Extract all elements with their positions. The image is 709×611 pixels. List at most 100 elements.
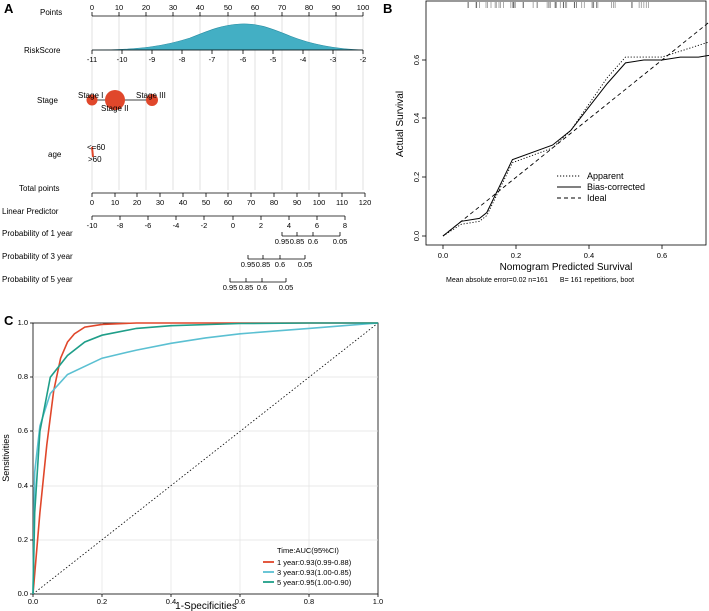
- stage-3-point: [146, 94, 158, 106]
- stage-1-point: [86, 94, 98, 106]
- roc-x-title: 1-Specificities: [175, 601, 237, 611]
- points-tick: 0: [90, 3, 94, 12]
- riskscore-tick: -6: [240, 55, 247, 64]
- calibration-panel: B 0.0 0.2 0.4 0.6 Actual Survival: [383, 0, 709, 284]
- calib-y-tick: 0.4: [412, 113, 421, 123]
- stage-2-point: [105, 90, 125, 110]
- points-tick: 40: [196, 3, 204, 12]
- riskscore-tick: -10: [117, 55, 128, 64]
- p3-tick: 0.85: [256, 260, 271, 269]
- riskscore-tick: -5: [270, 55, 277, 64]
- prob-1-year-axis: 0.95 0.85 0.6 0.05: [275, 232, 347, 246]
- calibration-legend: Apparent Bias-corrected Ideal: [557, 171, 645, 203]
- roc-panel: C 0.0 0.2 0.4 0.6 0.8 1.0 Sensi: [1, 313, 383, 611]
- roc-x-tick: 0.0: [28, 597, 38, 606]
- roc-y-title: Sensitivities: [1, 434, 11, 482]
- total-tick: 20: [133, 198, 141, 207]
- prob-3-year-axis: 0.95 0.85 0.6 0.05: [241, 255, 312, 269]
- calibration-y-axis: 0.0 0.2 0.4 0.6 Actual Survival: [395, 55, 426, 241]
- total-tick: 50: [202, 198, 210, 207]
- total-tick: 0: [90, 198, 94, 207]
- lp-tick: 4: [287, 221, 291, 230]
- lp-tick: -8: [117, 221, 124, 230]
- riskscore-tick: -9: [149, 55, 156, 64]
- roc-legend-5-year: 5 year:0.95(1.00-0.90): [277, 578, 352, 587]
- points-tick: 90: [332, 3, 340, 12]
- calibration-x-axis: 0.0 0.2 0.4 0.6 Nomogram Predicted Survi…: [438, 245, 667, 284]
- roc-y-tick: 0.8: [18, 372, 28, 381]
- calib-bias-line: [442, 54, 709, 237]
- total-tick: 70: [247, 198, 255, 207]
- total-tick: 10: [111, 198, 119, 207]
- total-tick: 120: [359, 198, 372, 207]
- points-tick: 80: [305, 3, 313, 12]
- points-tick: 30: [169, 3, 177, 12]
- prob-5-year-axis: 0.95 0.85 0.6 0.05: [223, 278, 294, 292]
- calib-x-title: Nomogram Predicted Survival: [500, 262, 633, 273]
- points-tick: 60: [251, 3, 259, 12]
- roc-y-tick: 1.0: [18, 318, 28, 327]
- points-tick: 100: [357, 3, 370, 12]
- total-tick: 40: [179, 198, 187, 207]
- stage-label: Stage: [37, 96, 58, 105]
- calib-y-tick: 0.2: [412, 172, 421, 182]
- p1-tick: 0.95: [275, 237, 290, 246]
- roc-y-tick: 0.4: [18, 481, 28, 490]
- points-tick: 20: [142, 3, 150, 12]
- riskscore-label: RiskScore: [24, 46, 61, 55]
- total-tick: 30: [156, 198, 164, 207]
- lp-tick: -2: [201, 221, 208, 230]
- legend-apparent: Apparent: [587, 171, 624, 181]
- roc-y-tick: 0.0: [18, 589, 28, 598]
- linear-predictor-axis: -10 -8 -6 -4 -2 0 2 4 6 8: [87, 215, 347, 230]
- riskscore-tick: -4: [300, 55, 307, 64]
- prob-5-year-label: Probability of 5 year: [2, 275, 73, 284]
- calibration-rug: [467, 2, 649, 8]
- riskscore-density: -11 -10 -9 -8 -7 -6 -5 -4 -3 -2: [87, 23, 366, 64]
- panel-b-label: B: [383, 1, 392, 16]
- roc-x-axis: 0.0 0.2 0.4 0.6 0.8 1.0 1-Specificities: [28, 594, 383, 611]
- roc-frame: [32, 322, 379, 595]
- p5-tick: 0.05: [279, 283, 294, 292]
- calib-y-tick: 0.6: [412, 55, 421, 65]
- roc-1-year-curve: [32, 322, 378, 595]
- stage-row: Stage I Stage II Stage III: [78, 90, 166, 113]
- riskscore-tick: -3: [330, 55, 337, 64]
- legend-bias: Bias-corrected: [587, 182, 645, 192]
- calibration-curves: [442, 21, 709, 237]
- calib-apparent-line: [442, 41, 709, 237]
- lp-tick: 0: [231, 221, 235, 230]
- p5-tick: 0.95: [223, 283, 238, 292]
- lp-tick: -6: [145, 221, 152, 230]
- total-tick: 90: [293, 198, 301, 207]
- calibration-frame: [425, 0, 707, 246]
- calib-y-tick: 0.0: [412, 231, 421, 241]
- stage-2-text: Stage II: [101, 104, 129, 113]
- calib-footer-boot: B= 161 repetitions, boot: [560, 277, 634, 284]
- linear-predictor-label: Linear Predictor: [2, 207, 59, 216]
- calib-y-title: Actual Survival: [395, 91, 406, 157]
- p3-tick: 0.6: [275, 260, 285, 269]
- roc-y-axis: 0.0 0.2 0.4 0.6 0.8 1.0 Sensitivities: [1, 318, 33, 598]
- lp-tick: 8: [343, 221, 347, 230]
- prob-1-year-label: Probability of 1 year: [2, 229, 73, 238]
- lp-tick: 2: [259, 221, 263, 230]
- roc-legend: Time:AUC(95%CI) 1 year:0.93(0.99-0.88) 3…: [263, 546, 352, 587]
- age-label: age: [48, 150, 62, 159]
- points-axis: 0 10 20 30 40 50 60 70 80 90 100: [90, 3, 370, 17]
- roc-legend-1-year: 1 year:0.93(0.99-0.88): [277, 558, 352, 567]
- lp-tick: -10: [87, 221, 98, 230]
- age-high-text: >60: [88, 155, 102, 164]
- p5-tick: 0.6: [257, 283, 267, 292]
- stage-1-text: Stage I: [78, 91, 103, 100]
- roc-curves: [32, 322, 379, 595]
- total-points-label: Total points: [19, 184, 59, 193]
- p3-tick: 0.95: [241, 260, 256, 269]
- calib-x-tick: 0.4: [584, 251, 594, 260]
- age-low-text: <=60: [87, 143, 106, 152]
- panel-c-label: C: [4, 313, 14, 328]
- roc-gridlines: [33, 323, 378, 594]
- roc-y-tick: 0.2: [18, 535, 28, 544]
- riskscore-tick: -8: [179, 55, 186, 64]
